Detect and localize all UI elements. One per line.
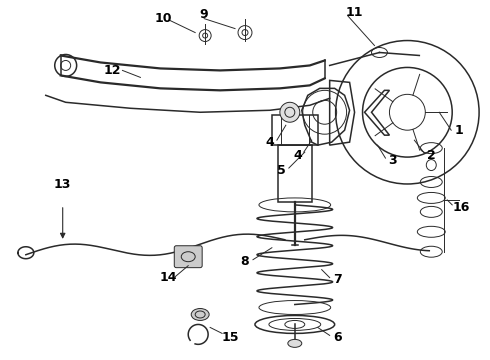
Text: 10: 10 xyxy=(154,12,172,25)
Text: 13: 13 xyxy=(54,179,72,192)
Text: 8: 8 xyxy=(241,255,249,268)
FancyBboxPatch shape xyxy=(174,246,202,268)
Text: 2: 2 xyxy=(427,149,436,162)
Text: 4: 4 xyxy=(266,136,274,149)
Ellipse shape xyxy=(191,309,209,320)
Text: 9: 9 xyxy=(200,8,208,21)
Ellipse shape xyxy=(288,339,302,347)
Text: 16: 16 xyxy=(452,201,470,215)
Text: 11: 11 xyxy=(346,6,363,19)
Text: 12: 12 xyxy=(104,64,121,77)
Text: 7: 7 xyxy=(333,273,342,286)
Text: 3: 3 xyxy=(388,154,397,167)
Text: 5: 5 xyxy=(277,163,286,176)
Text: 6: 6 xyxy=(333,331,342,344)
Text: 14: 14 xyxy=(160,271,177,284)
Bar xyxy=(278,145,312,202)
Text: 1: 1 xyxy=(455,124,464,137)
Ellipse shape xyxy=(280,102,300,122)
Text: 15: 15 xyxy=(221,331,239,344)
Text: 4: 4 xyxy=(294,149,302,162)
